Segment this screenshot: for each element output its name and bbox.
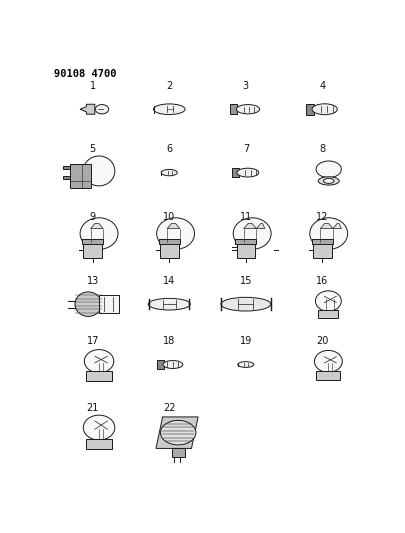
Text: 22: 22	[163, 403, 175, 413]
Text: 15: 15	[240, 276, 252, 286]
FancyBboxPatch shape	[235, 239, 256, 244]
Text: 7: 7	[243, 144, 249, 155]
Ellipse shape	[237, 104, 260, 114]
Polygon shape	[91, 224, 103, 229]
Text: 11: 11	[240, 212, 252, 222]
Text: 90108 4700: 90108 4700	[54, 69, 117, 79]
Ellipse shape	[161, 169, 177, 176]
Polygon shape	[167, 224, 180, 229]
Polygon shape	[230, 104, 237, 114]
Text: 16: 16	[316, 276, 328, 286]
Text: 8: 8	[319, 144, 326, 155]
Text: 2: 2	[166, 81, 173, 91]
Polygon shape	[244, 224, 256, 229]
Text: 9: 9	[90, 212, 96, 222]
FancyBboxPatch shape	[237, 242, 255, 259]
Ellipse shape	[315, 291, 341, 311]
Polygon shape	[156, 417, 198, 448]
Ellipse shape	[238, 362, 254, 367]
Ellipse shape	[310, 218, 347, 249]
FancyBboxPatch shape	[83, 242, 102, 259]
Text: 5: 5	[90, 144, 96, 155]
Ellipse shape	[163, 360, 183, 368]
FancyBboxPatch shape	[82, 239, 103, 244]
Ellipse shape	[148, 298, 190, 310]
Text: 12: 12	[316, 212, 328, 222]
FancyBboxPatch shape	[312, 239, 333, 244]
FancyBboxPatch shape	[70, 164, 91, 188]
Text: 20: 20	[316, 336, 328, 346]
Ellipse shape	[83, 415, 115, 440]
Polygon shape	[86, 371, 112, 381]
Text: 4: 4	[319, 81, 326, 91]
Ellipse shape	[84, 350, 114, 373]
Text: 21: 21	[87, 403, 99, 413]
Ellipse shape	[324, 179, 334, 183]
Text: 19: 19	[240, 336, 252, 346]
Polygon shape	[306, 104, 314, 115]
Text: 13: 13	[87, 276, 99, 286]
Ellipse shape	[233, 218, 271, 249]
Text: 6: 6	[166, 144, 173, 155]
Polygon shape	[333, 224, 341, 229]
Text: 1: 1	[90, 81, 96, 91]
Polygon shape	[316, 371, 340, 380]
Ellipse shape	[160, 421, 196, 445]
Ellipse shape	[314, 350, 342, 373]
Ellipse shape	[157, 218, 194, 249]
Text: 3: 3	[243, 81, 249, 91]
Ellipse shape	[95, 104, 109, 114]
FancyBboxPatch shape	[313, 242, 332, 259]
Polygon shape	[80, 104, 95, 114]
Ellipse shape	[80, 218, 118, 249]
Text: 17: 17	[87, 336, 99, 346]
Ellipse shape	[316, 161, 341, 177]
Ellipse shape	[83, 156, 115, 186]
Ellipse shape	[221, 297, 271, 311]
Polygon shape	[256, 224, 265, 229]
Ellipse shape	[153, 104, 185, 115]
Ellipse shape	[318, 177, 339, 185]
Ellipse shape	[312, 104, 337, 115]
Polygon shape	[318, 310, 338, 318]
Polygon shape	[157, 360, 164, 369]
Polygon shape	[63, 176, 70, 179]
Text: 10: 10	[163, 212, 175, 222]
Text: 18: 18	[163, 336, 175, 346]
FancyBboxPatch shape	[160, 242, 179, 259]
Polygon shape	[232, 168, 239, 177]
Polygon shape	[63, 166, 70, 169]
FancyBboxPatch shape	[99, 295, 119, 313]
Ellipse shape	[237, 168, 259, 177]
Ellipse shape	[75, 292, 102, 317]
FancyBboxPatch shape	[159, 239, 180, 244]
FancyBboxPatch shape	[171, 448, 185, 457]
Polygon shape	[320, 224, 333, 229]
Polygon shape	[86, 439, 112, 449]
Text: 14: 14	[163, 276, 175, 286]
